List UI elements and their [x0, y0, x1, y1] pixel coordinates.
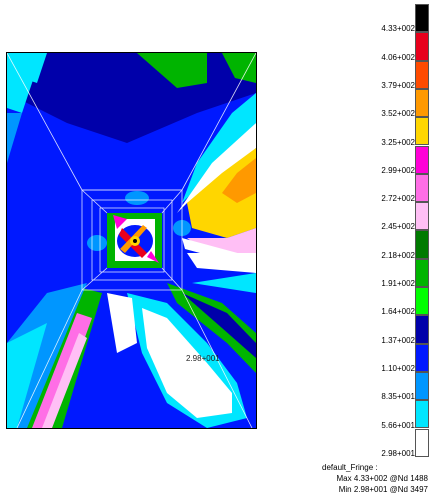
fringe-region [133, 239, 137, 243]
legend-color-swatch [415, 32, 429, 61]
fringe-plot [7, 53, 256, 428]
fringe-region [7, 323, 47, 428]
fringe-region [177, 123, 256, 213]
fringe-region [87, 235, 107, 251]
fringe-region [182, 93, 256, 203]
legend-value-label: 1.37+002 [381, 335, 415, 345]
legend-color-swatch [415, 315, 429, 344]
fringe-region [187, 148, 256, 238]
legend-min-text: Min 2.98+001 @Nd 3497 [338, 484, 428, 494]
fringe-region [222, 158, 256, 203]
legend-color-swatch [415, 4, 429, 33]
legend-value-label: 2.18+002 [381, 250, 415, 260]
fringe-region [142, 308, 232, 418]
legend-color-swatch [415, 117, 429, 146]
fringe-region [192, 273, 256, 293]
fringe-region [147, 251, 159, 263]
legend-value-label: 4.33+002 [381, 24, 415, 34]
legend-value-label: 2.45+002 [381, 222, 415, 232]
fringe-region [222, 53, 256, 83]
legend-title: default_Fringe : [322, 462, 378, 472]
model-viewport[interactable] [6, 52, 257, 429]
legend-color-swatch [415, 145, 429, 174]
legend-value-label: 2.98+001 [381, 448, 415, 458]
legend-max-text: Max 4.33+002 @Nd 1488 [336, 473, 428, 483]
legend-value-label: 3.25+002 [381, 137, 415, 147]
legend-value-label: 5.66+001 [381, 420, 415, 430]
legend-value-label: 1.10+002 [381, 363, 415, 373]
fringe-region [125, 191, 149, 205]
fringe-region [107, 293, 137, 353]
legend-color-swatch [415, 343, 429, 372]
fringe-region [7, 63, 37, 113]
legend-value-label: 2.99+002 [381, 165, 415, 175]
mesh-lines [7, 53, 256, 428]
legend-value-label: 1.91+002 [381, 279, 415, 288]
legend-color-swatch [415, 173, 429, 203]
fringe-region [137, 53, 207, 88]
legend-color-swatch [415, 60, 429, 89]
legend-color-swatch [415, 258, 429, 287]
legend-value-label: 3.79+002 [381, 80, 415, 90]
fringe-region [7, 113, 22, 163]
legend-color-swatch [415, 400, 429, 429]
legend-color-swatch [415, 230, 429, 259]
legend-color-swatch [415, 88, 429, 118]
legend-color-swatch [415, 371, 429, 401]
min-value-marker-label: 2.98+001 [186, 354, 220, 363]
fringe-region [182, 238, 256, 268]
legend-value-label: 1.64+002 [381, 307, 415, 317]
legend-value-label: 2.72+002 [381, 194, 415, 204]
legend-value-label: 3.52+002 [381, 109, 415, 119]
fringe-region [167, 283, 256, 373]
legend-color-swatch [415, 287, 429, 316]
legend-color-swatch [415, 202, 429, 231]
legend-value-label: 4.06+002 [381, 52, 415, 62]
fringe-region [113, 215, 127, 229]
fringe-legend: 4.33+002 4.06+002 3.79+002 3.52+002 3.25+002… [300, 0, 430, 502]
legend-color-swatch [415, 428, 429, 457]
fringe-region [42, 333, 87, 428]
legend-value-label: 8.35+001 [381, 392, 415, 402]
